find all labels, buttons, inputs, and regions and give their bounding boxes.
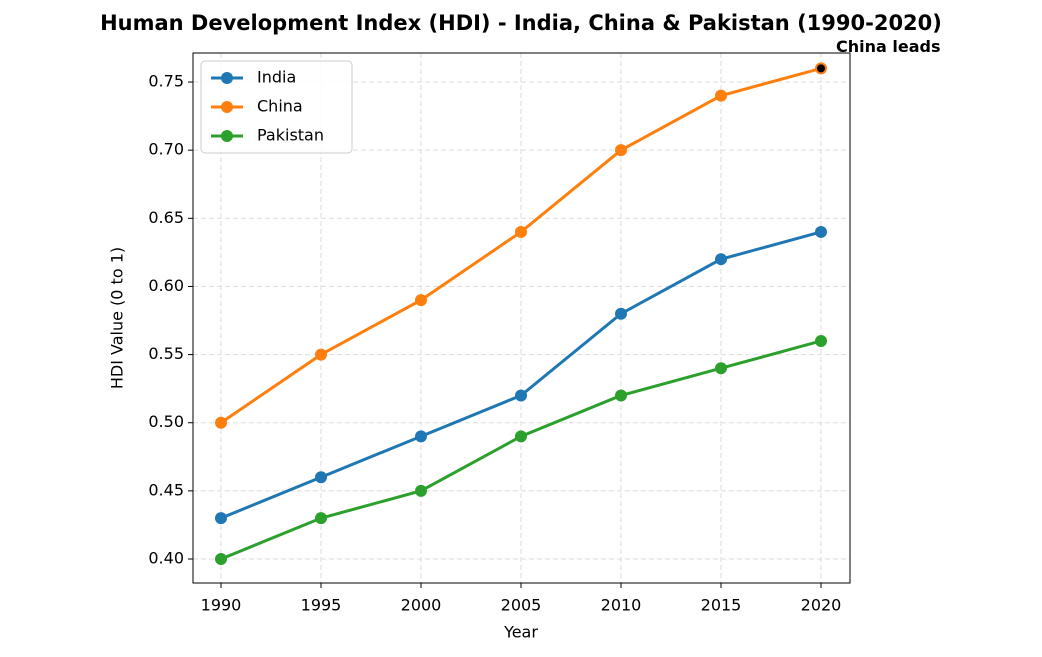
point (415, 294, 427, 307)
point (315, 471, 327, 484)
point (815, 225, 827, 238)
chart-title: Human Development Index (HDI) - India, C… (100, 11, 942, 35)
legend-marker (221, 101, 233, 113)
y-tick-label: 0.55 (148, 344, 184, 363)
plot-frame (192, 52, 851, 584)
annotation: China leads (836, 37, 940, 56)
y-tick-label: 0.40 (148, 549, 184, 568)
point (215, 416, 227, 429)
annotation-point (817, 64, 825, 73)
point (315, 348, 327, 361)
x-tick-label: 2005 (501, 596, 542, 615)
point (415, 430, 427, 443)
point (615, 307, 627, 320)
legend-marker (221, 72, 233, 84)
y-tick-label: 0.50 (148, 412, 184, 431)
x-tick-label: 1995 (301, 596, 342, 615)
x-tick-label: 2015 (701, 596, 742, 615)
x-tick-label: 2000 (401, 596, 442, 615)
x-tick-label: 2020 (801, 596, 842, 615)
legend-label: Pakistan (257, 126, 324, 145)
point (715, 253, 727, 266)
y-tick-label: 0.45 (148, 480, 184, 499)
point (715, 362, 727, 375)
legend-box (200, 60, 353, 154)
y-tick-label: 0.70 (148, 140, 184, 159)
point (515, 225, 527, 238)
x-tick-label: 2010 (601, 596, 642, 615)
legend-label: China (257, 97, 303, 116)
y-tick-label: 0.60 (148, 276, 184, 295)
point (215, 512, 227, 525)
point (515, 389, 527, 402)
legend-label: India (257, 68, 296, 87)
point (315, 512, 327, 525)
y-tick-label: 0.75 (148, 72, 184, 91)
point (715, 89, 727, 102)
point (615, 144, 627, 157)
y-axis-label: HDI Value (0 to 1) (108, 247, 127, 389)
point (515, 430, 527, 443)
legend-marker (221, 130, 233, 142)
point (415, 484, 427, 497)
point (215, 553, 227, 566)
y-tick-label: 0.65 (148, 208, 184, 227)
point (815, 334, 827, 347)
x-axis-label: Year (503, 623, 538, 642)
point (615, 389, 627, 402)
x-tick-label: 1990 (201, 596, 242, 615)
